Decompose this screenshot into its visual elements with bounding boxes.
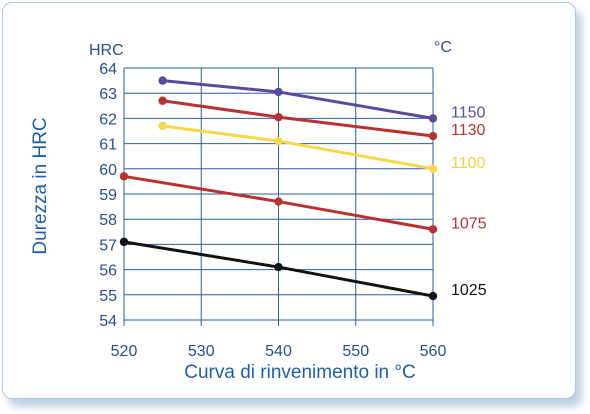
series-label-1075: 1075 [451,215,487,232]
data-point-1100 [158,121,167,131]
x-tick-label: 540 [265,343,292,360]
y-tick-label: 64 [99,61,117,78]
data-point-1075 [274,197,283,206]
y-tick-label: 59 [99,187,117,204]
data-point-1130 [274,112,283,122]
data-point-1150 [428,114,438,123]
x-axis-title: Curva di rinvenimento in °C [184,362,415,383]
x-tick-labels: 520 530 540 550 560 [111,343,447,360]
y-tick-label: 60 [99,162,117,179]
data-point-1100 [428,164,438,173]
data-point-1100 [274,136,283,146]
data-point-1075 [119,172,129,181]
y-axis-title: Durezza in HRC [30,117,51,254]
series-group [119,76,438,301]
y-tick-label: 62 [99,111,117,128]
y-tick-label: 56 [99,263,117,280]
series-label-1025: 1025 [451,282,487,299]
y-tick-labels: 54 55 56 57 58 59 60 61 62 63 64 [99,61,117,330]
y-tick-label: 63 [99,86,117,103]
y-tick-label: 54 [99,313,117,330]
series-label-1130: 1130 [451,122,486,139]
series-label-1100: 1100 [451,155,486,172]
y-tick-label: 55 [99,288,117,305]
x-tick-label: 560 [420,343,447,360]
data-point-1130 [428,131,438,141]
data-point-1130 [158,96,167,105]
data-point-1150 [274,87,283,97]
y-tick-label: 61 [99,137,117,154]
data-point-1025 [119,237,129,247]
data-point-1025 [428,291,438,301]
x-tick-label: 520 [111,343,138,360]
data-point-1150 [158,76,167,85]
data-point-1075 [428,225,438,234]
series-label-1150: 1150 [451,104,486,121]
y-tick-label: 58 [99,212,117,229]
x-tick-label: 550 [342,343,369,360]
data-point-1025 [274,262,283,272]
y-tick-label: 57 [99,237,117,254]
x-tick-label: 530 [188,343,215,360]
series-line-1150 [162,79,434,120]
legend-unit-label: °C [434,39,452,56]
y-unit-label: HRC [89,42,124,59]
